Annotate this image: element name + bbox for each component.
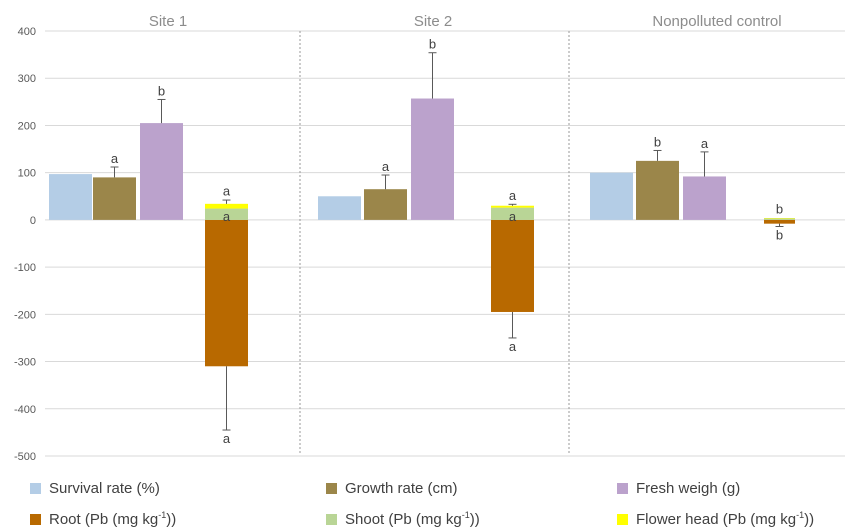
significance-letter: a <box>509 339 517 354</box>
growth-bar <box>93 177 136 220</box>
survival-bar <box>49 174 92 220</box>
significance-letter: a <box>111 151 119 166</box>
significance-letter: b <box>776 228 783 243</box>
legend-item-growth: Growth rate (cm) <box>326 480 458 497</box>
legend-label: Root (Pb (mg kg-1)) <box>49 510 177 528</box>
y-tick-label: -400 <box>14 404 36 416</box>
y-tick-label: 0 <box>30 215 36 227</box>
legend-item-flower: Flower head (Pb (mg kg-1)) <box>617 510 814 528</box>
legend-swatch <box>326 483 337 494</box>
significance-letter: a <box>223 431 231 446</box>
legend-swatch <box>30 483 41 494</box>
legend-label: Shoot (Pb (mg kg-1)) <box>345 510 480 528</box>
y-tick-label: -200 <box>14 309 36 321</box>
legend-item-shoot: Shoot (Pb (mg kg-1)) <box>326 510 480 528</box>
significance-letter: a <box>701 136 709 151</box>
significance-letter: b <box>654 134 661 149</box>
legend-swatch <box>326 513 337 525</box>
fresh-bar <box>683 176 726 220</box>
significance-letter: a <box>509 209 517 224</box>
legend-label: Survival rate (%) <box>49 480 160 497</box>
legend-item-root: Root (Pb (mg kg-1)) <box>30 510 176 528</box>
root-bar <box>491 219 534 312</box>
y-tick-label: -300 <box>14 357 36 369</box>
y-tick-label: -500 <box>14 451 36 463</box>
y-tick-label: 300 <box>18 73 36 85</box>
legend-item-fresh: Fresh weigh (g) <box>617 480 740 497</box>
legend-label: Growth rate (cm) <box>345 480 458 497</box>
chart-legend: Survival rate (%) Growth rate (cm) Fresh w… <box>0 474 848 531</box>
fresh-bar <box>411 98 454 220</box>
survival-bar <box>590 172 633 220</box>
flower-head-bar <box>491 205 534 208</box>
y-tick-label: 400 <box>18 26 36 38</box>
survival-bar <box>318 196 361 220</box>
legend-swatch <box>617 483 628 494</box>
growth-bar <box>364 189 407 220</box>
legend-item-survival: Survival rate (%) <box>30 480 160 497</box>
legend-label: Fresh weigh (g) <box>636 480 741 497</box>
root-bar <box>764 219 795 224</box>
root-bar <box>205 219 248 367</box>
shoot-bar <box>491 207 534 220</box>
significance-letter: b <box>158 83 165 98</box>
significance-letter: a <box>509 188 517 203</box>
y-tick-label: -100 <box>14 262 36 274</box>
shoot-bar <box>764 218 795 220</box>
significance-letter: a <box>223 184 231 199</box>
growth-bar <box>636 160 679 220</box>
fresh-bar <box>140 123 183 220</box>
shoot-bar <box>205 208 248 220</box>
panel-title: Nonpolluted control <box>652 13 781 30</box>
significance-letter: a <box>382 159 390 174</box>
significance-letter: b <box>429 37 436 52</box>
chart-plot-area: 400 300 200 100 0 -100 -200 -300 -400 -500 Site 1 S… <box>14 13 845 463</box>
significance-letter: b <box>776 202 783 217</box>
panel-title: Site 2 <box>414 13 452 30</box>
panel-title: Site 1 <box>149 13 187 30</box>
significance-letter: a <box>223 209 231 224</box>
legend-swatch <box>617 513 628 525</box>
legend-label: Flower head (Pb (mg kg-1)) <box>636 510 815 528</box>
y-tick-label: 100 <box>18 168 36 180</box>
y-tick-label: 200 <box>18 120 36 132</box>
legend-swatch <box>30 513 41 525</box>
flower-head-bar <box>205 203 248 209</box>
